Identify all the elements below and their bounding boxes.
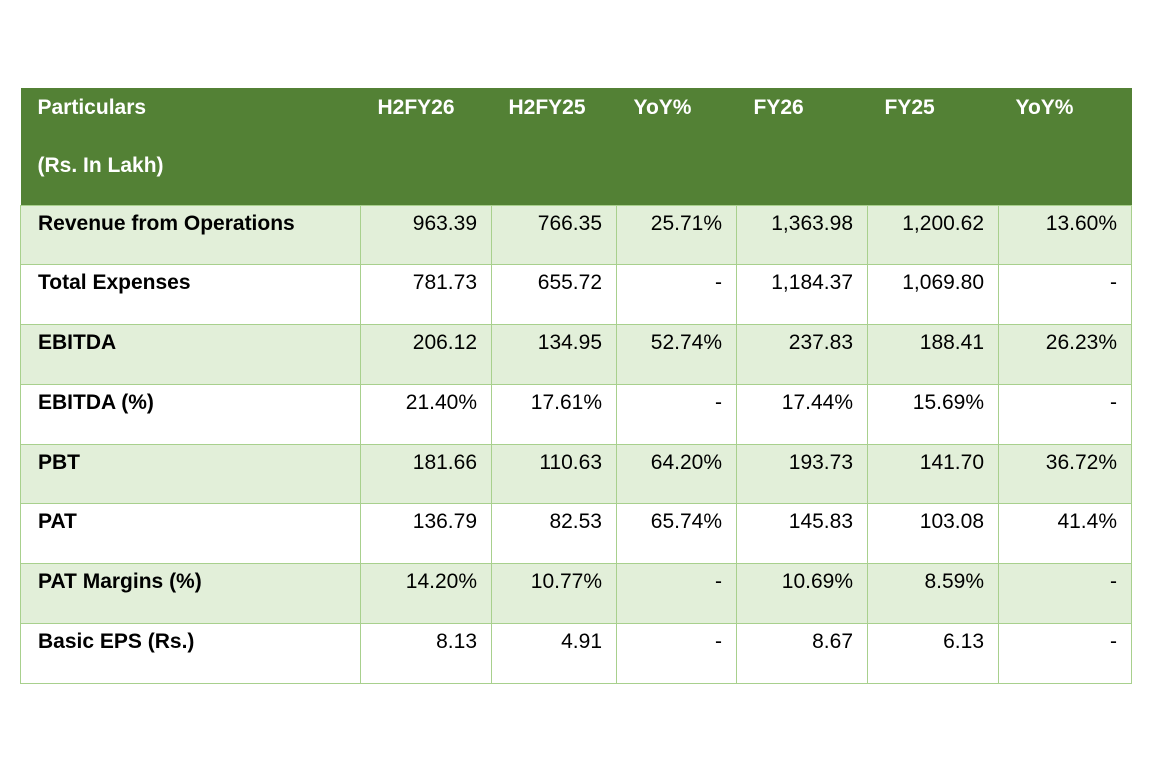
table-cell: 8.67	[736, 623, 868, 684]
table-cell: 134.95	[491, 324, 617, 385]
table-cell: 193.73	[736, 443, 868, 505]
table-cell: 145.83	[736, 503, 868, 565]
table-cell: -	[616, 623, 737, 684]
table-cell: 136.79	[360, 503, 492, 565]
table-cell: 10.77%	[491, 563, 617, 625]
header-col-yoy-half: YoY%	[633, 96, 692, 119]
header-row: Particulars (Rs. In Lakh) H2FY26 H2FY25 …	[20, 88, 1132, 205]
table-cell: 1,184.37	[736, 264, 868, 326]
table-cell: 21.40%	[360, 383, 492, 445]
row-label: Basic EPS (Rs.)	[20, 623, 361, 684]
table-cell: -	[998, 383, 1132, 445]
financial-results-table: Particulars (Rs. In Lakh) H2FY26 H2FY25 …	[20, 88, 1132, 684]
table-cell: 13.60%	[998, 204, 1132, 266]
table-cell: 237.83	[736, 324, 868, 385]
row-label: EBITDA	[20, 324, 361, 385]
table-row: EBITDA 206.12 134.95 52.74% 237.83 188.4…	[20, 324, 1132, 385]
table-cell: 25.71%	[616, 204, 737, 266]
header-particulars-label: Particulars	[37, 96, 147, 119]
row-label: EBITDA (%)	[20, 383, 361, 445]
table-cell: 766.35	[491, 204, 617, 266]
table-cell: 6.13	[867, 623, 999, 684]
table-cell: 17.44%	[736, 383, 868, 445]
table-cell: 1,363.98	[736, 204, 868, 266]
table-cell: 963.39	[360, 204, 492, 266]
table-cell: 188.41	[867, 324, 999, 385]
financial-results-table-wrapper: Particulars (Rs. In Lakh) H2FY26 H2FY25 …	[20, 88, 1132, 684]
table-cell: -	[998, 563, 1132, 625]
table-body: Revenue from Operations 963.39 766.35 25…	[20, 204, 1132, 684]
table-cell: -	[998, 623, 1132, 684]
table-cell: 4.91	[491, 623, 617, 684]
table-cell: 781.73	[360, 264, 492, 326]
header-col-h2fy25: H2FY25	[508, 96, 586, 119]
table-cell: 1,069.80	[867, 264, 999, 326]
table-row: PAT Margins (%) 14.20% 10.77% - 10.69% 8…	[20, 563, 1132, 625]
table-cell: 82.53	[491, 503, 617, 565]
table-row: Total Expenses 781.73 655.72 - 1,184.37 …	[20, 264, 1132, 326]
table-cell: -	[616, 563, 737, 625]
table-row: PBT 181.66 110.63 64.20% 193.73 141.70 3…	[20, 443, 1132, 505]
table-header: Particulars (Rs. In Lakh) H2FY26 H2FY25 …	[20, 88, 1132, 205]
table-row: EBITDA (%) 21.40% 17.61% - 17.44% 15.69%…	[20, 383, 1132, 445]
table-cell: 17.61%	[491, 383, 617, 445]
table-cell: 26.23%	[998, 324, 1132, 385]
table-cell: -	[998, 264, 1132, 326]
header-col-h2fy26: H2FY26	[377, 96, 455, 119]
table-cell: 64.20%	[616, 443, 737, 505]
header-col-yoy-full: YoY%	[1015, 96, 1074, 119]
header-particulars: Particulars (Rs. In Lakh)	[21, 88, 361, 205]
table-cell: 655.72	[491, 264, 617, 326]
table-cell: 65.74%	[616, 503, 737, 565]
header-unit-label: (Rs. In Lakh)	[37, 154, 164, 177]
table-row: Revenue from Operations 963.39 766.35 25…	[20, 204, 1132, 266]
table-cell: -	[616, 383, 737, 445]
row-label: PBT	[20, 443, 361, 505]
table-row: Basic EPS (Rs.) 8.13 4.91 - 8.67 6.13 -	[20, 623, 1132, 684]
table-row: PAT 136.79 82.53 65.74% 145.83 103.08 41…	[20, 503, 1132, 565]
table-cell: 141.70	[867, 443, 999, 505]
table-cell: 110.63	[491, 443, 617, 505]
header-col-fy25: FY25	[884, 96, 935, 119]
table-cell: 41.4%	[998, 503, 1132, 565]
table-cell: 14.20%	[360, 563, 492, 625]
row-label: Revenue from Operations	[20, 204, 361, 266]
table-cell: 8.13	[360, 623, 492, 684]
table-cell: 36.72%	[998, 443, 1132, 505]
header-col-fy26: FY26	[753, 96, 804, 119]
row-label: PAT	[20, 503, 361, 565]
table-cell: -	[616, 264, 737, 326]
table-cell: 206.12	[360, 324, 492, 385]
row-label: Total Expenses	[20, 264, 361, 326]
table-cell: 1,200.62	[867, 204, 999, 266]
row-label: PAT Margins (%)	[20, 563, 361, 625]
table-cell: 10.69%	[736, 563, 868, 625]
table-cell: 52.74%	[616, 324, 737, 385]
table-cell: 181.66	[360, 443, 492, 505]
table-cell: 8.59%	[867, 563, 999, 625]
table-cell: 103.08	[867, 503, 999, 565]
table-cell: 15.69%	[867, 383, 999, 445]
